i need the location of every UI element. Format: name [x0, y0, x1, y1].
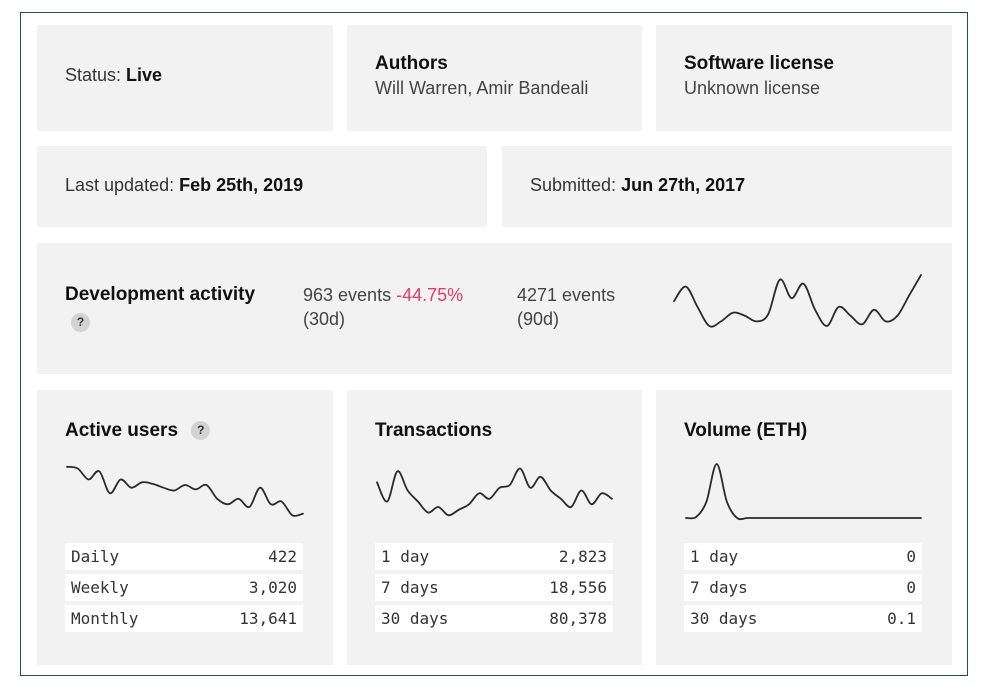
- row-value: 3,020: [191, 574, 303, 601]
- status-card: Status: Live: [37, 25, 333, 131]
- row-label: Monthly: [65, 605, 192, 632]
- table-row: Weekly 3,020: [65, 574, 303, 601]
- dev-activity-sparkline: [673, 274, 922, 328]
- row-label: 30 days: [684, 605, 842, 632]
- table-row: 7 days 18,556: [375, 574, 613, 601]
- license-value: Unknown license: [684, 78, 821, 98]
- license-card: Software license Unknown license: [656, 25, 952, 131]
- sparkline-path: [66, 465, 304, 517]
- last-updated-value: Feb 25th, 2019: [179, 175, 304, 195]
- table-row: Daily 422: [65, 543, 303, 570]
- row-value: 13,641: [191, 605, 303, 632]
- submitted-label: Submitted:: [530, 175, 617, 195]
- active-users-title-text: Active users: [65, 420, 179, 441]
- row-value: 0.1: [841, 605, 922, 632]
- sparkline-path: [376, 467, 613, 517]
- table-row: 7 days 0: [684, 574, 922, 601]
- transactions-table: 1 day 2,823 7 days 18,556 30 days 80,378: [375, 539, 613, 636]
- events-90d: 4271 events (90d): [517, 283, 615, 331]
- active-users-table: Daily 422 Weekly 3,020 Monthly 13,641: [65, 539, 303, 636]
- row-label: 7 days: [684, 574, 842, 601]
- authors-card: Authors Will Warren, Amir Bandeali: [347, 25, 642, 131]
- submitted-value: Jun 27th, 2017: [621, 175, 746, 195]
- volume-card: Volume (ETH) 1 day 0 7 days 0 30 days 0.1: [656, 390, 952, 665]
- transactions-card: Transactions 1 day 2,823 7 days 18,556 30 da…: [347, 390, 642, 665]
- dev-activity-title: Development activity: [65, 284, 256, 305]
- transactions-sparkline: [376, 467, 613, 517]
- row-value: 422: [191, 543, 303, 570]
- row-value: 18,556: [501, 574, 613, 601]
- row-value: 0: [841, 574, 922, 601]
- submitted-card: Submitted: Jun 27th, 2017: [502, 146, 952, 227]
- active-users-sparkline: [66, 465, 304, 517]
- events-30d-period: (30d): [303, 309, 346, 329]
- transactions-title: Transactions: [375, 420, 493, 441]
- events-30d-change: -44.75%: [396, 285, 464, 305]
- status-label: Status:: [65, 65, 122, 85]
- volume-table: 1 day 0 7 days 0 30 days 0.1: [684, 539, 922, 636]
- last-updated-label: Last updated:: [65, 175, 175, 195]
- volume-sparkline: [685, 463, 922, 521]
- table-row: 30 days 0.1: [684, 605, 922, 632]
- sparkline-path: [673, 274, 922, 328]
- events-90d-period: (90d): [517, 309, 560, 329]
- help-icon[interactable]: ?: [71, 313, 90, 332]
- row-label: 1 day: [375, 543, 502, 570]
- table-row: 30 days 80,378: [375, 605, 613, 632]
- row-label: 1 day: [684, 543, 842, 570]
- row-label: 7 days: [375, 574, 502, 601]
- row-value: 80,378: [501, 605, 613, 632]
- license-title: Software license: [684, 53, 834, 74]
- status-line: Status: Live: [65, 65, 162, 86]
- table-row: 1 day 0: [684, 543, 922, 570]
- row-value: 0: [841, 543, 922, 570]
- row-value: 2,823: [501, 543, 613, 570]
- authors-value: Will Warren, Amir Bandeali: [375, 78, 589, 98]
- row-label: Daily: [65, 543, 192, 570]
- status-value: Live: [126, 65, 163, 85]
- active-users-card: Active users ? Daily 422 Weekly 3,020 Monthl…: [37, 390, 333, 665]
- volume-title: Volume (ETH): [684, 420, 808, 441]
- events-30d: 963 events -44.75% (30d): [303, 283, 463, 331]
- sparkline-path: [685, 463, 922, 521]
- authors-title: Authors: [375, 53, 448, 74]
- active-users-title: Active users ?: [65, 420, 211, 442]
- submitted-line: Submitted: Jun 27th, 2017: [530, 175, 745, 196]
- table-row: 1 day 2,823: [375, 543, 613, 570]
- dev-activity-card: Development activity ? 963 events -44.75…: [37, 243, 952, 374]
- page-frame: [20, 12, 968, 676]
- row-label: Weekly: [65, 574, 192, 601]
- last-updated-line: Last updated: Feb 25th, 2019: [65, 175, 303, 196]
- table-row: Monthly 13,641: [65, 605, 303, 632]
- row-label: 30 days: [375, 605, 502, 632]
- events-90d-count: 4271 events: [517, 285, 616, 305]
- events-30d-count: 963 events: [303, 285, 392, 305]
- help-icon[interactable]: ?: [191, 421, 211, 441]
- last-updated-card: Last updated: Feb 25th, 2019: [37, 146, 487, 227]
